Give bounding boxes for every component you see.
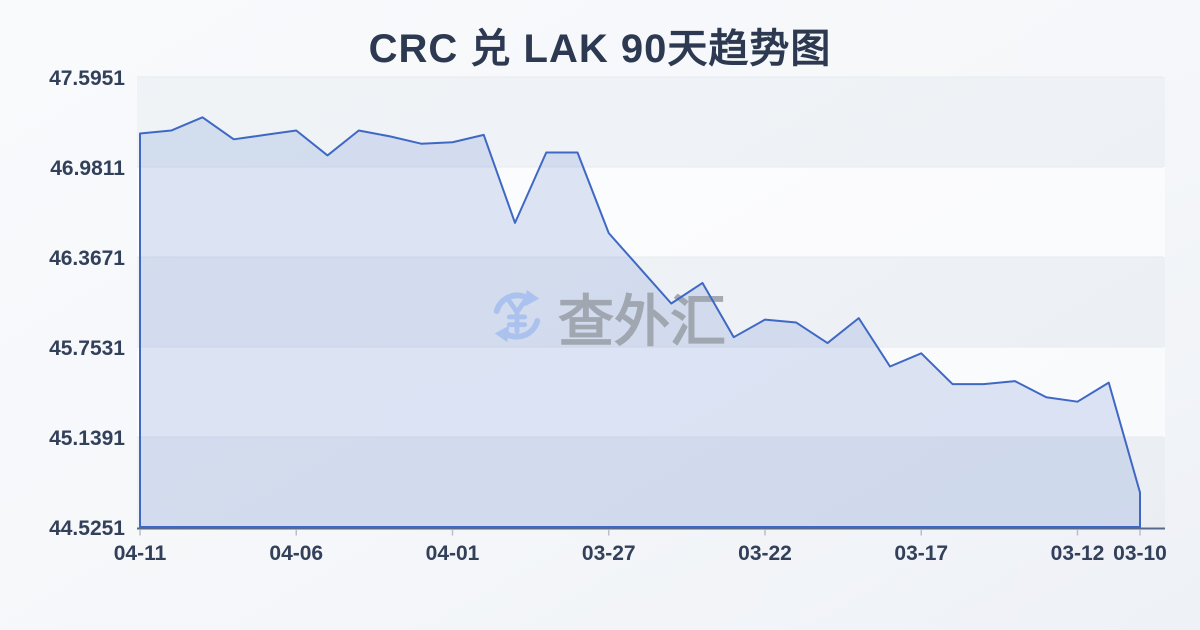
y-axis-label: 44.5251: [49, 517, 125, 540]
exchange-arrow-top: [493, 292, 532, 315]
y-axis-label: 45.7531: [49, 337, 125, 360]
chart-plot-foreground: 04-11 04-06 04-01 03-27 03-22 03-17 03-12 03-10…: [49, 67, 1167, 565]
chart-title: CRC 兑 LAK 90天趋势图: [368, 27, 832, 71]
line-series: [139, 116, 1141, 528]
x-axis-label: 03-12: [1051, 542, 1105, 565]
watermark: 查外汇: [493, 289, 726, 353]
y-axis-label: 47.5951: [49, 67, 125, 90]
x-axis-label: 03-22: [738, 542, 792, 565]
split-band: [137, 257, 1165, 347]
y-axis-label: 46.9811: [50, 157, 125, 180]
exchange-arrow-bottom: [502, 317, 541, 340]
x-axis-label: 04-06: [269, 542, 323, 565]
x-axis-label: 03-17: [894, 542, 948, 565]
yen-symbol: [505, 297, 529, 334]
exchange-arrowhead-bottom: [494, 325, 510, 343]
watermark-text: 查外汇: [558, 290, 726, 353]
y-axis-label: 46.3671: [49, 247, 125, 270]
chart-plot-background: [137, 76, 1165, 527]
split-band: [137, 77, 1165, 167]
x-axis-label: 03-10: [1113, 542, 1167, 565]
split-band: [137, 437, 1165, 527]
split-band: [137, 347, 1165, 437]
split-band: [137, 167, 1165, 257]
exchange-arrowhead-top: [524, 289, 540, 307]
x-axis-label: 03-27: [582, 542, 636, 565]
x-axis-label: 04-01: [426, 542, 480, 565]
y-axis-label: 45.1391: [49, 427, 125, 450]
currency-exchange-icon: [493, 289, 541, 343]
x-axis-label: 04-11: [114, 542, 167, 565]
area-fill: [140, 117, 1140, 527]
